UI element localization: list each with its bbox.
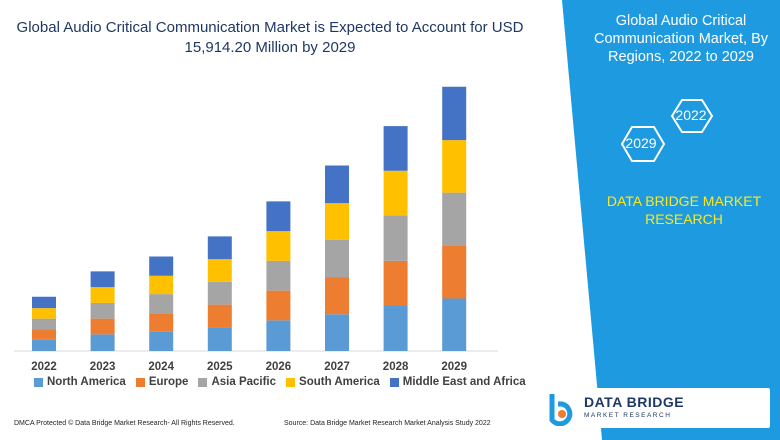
legend-item: North America <box>34 376 126 388</box>
bar-2027-south-america <box>325 203 349 240</box>
legend-label: Asia Pacific <box>211 376 277 388</box>
legend-label: Middle East and Africa <box>402 376 526 388</box>
footer-copyright: DMCA Protected © Data Bridge Market Rese… <box>14 420 235 427</box>
bar-2027-asia-pacific <box>325 239 349 278</box>
bar-2024-asia-pacific <box>149 294 174 314</box>
bar-2025-north-america <box>207 327 232 351</box>
legend-swatch <box>135 377 145 387</box>
bar-2024-north-america <box>149 331 174 351</box>
right-panel: Global Audio Critical Communication Mark… <box>562 0 780 440</box>
bar-2028-middle-east-and-africa <box>383 126 408 171</box>
bar-2025-europe <box>207 304 232 328</box>
bar-2023-north-america <box>90 334 115 351</box>
bar-2022-middle-east-and-africa <box>32 296 56 309</box>
bar-2026-asia-pacific <box>266 260 291 291</box>
panel-background <box>562 0 780 440</box>
x-tick-label: 2022 <box>31 361 57 373</box>
bar-2023-middle-east-and-africa <box>90 271 115 288</box>
bar-2028-europe <box>383 260 408 306</box>
x-tick-label: 2026 <box>266 361 292 373</box>
legend-item: Europe <box>135 376 189 388</box>
bar-2023-south-america <box>90 287 115 303</box>
bar-2023-europe <box>90 318 115 335</box>
logo-subtitle: MARKET RESEARCH <box>584 412 672 419</box>
legend-item: South America <box>286 376 380 388</box>
bar-2026-south-america <box>266 231 291 261</box>
bar-2029-south-america <box>442 140 467 193</box>
bar-2027-middle-east-and-africa <box>325 165 349 204</box>
company-logo: DATA BRIDGE MARKET RESEARCH <box>540 388 770 428</box>
hexagon-2022 <box>670 99 714 133</box>
bar-2022-north-america <box>32 339 56 351</box>
bar-2029-europe <box>442 246 467 299</box>
bar-2028-south-america <box>383 170 408 216</box>
stacked-bar-chart: 2022 2023 2024 2025 2026 2027 2028 2029 <box>14 86 498 373</box>
legend-item: Asia Pacific <box>198 376 276 388</box>
bar-2022-europe <box>32 329 56 340</box>
logo-mark-icon <box>549 394 573 426</box>
legend-swatch <box>286 377 296 387</box>
bars-group <box>32 86 467 351</box>
bar-2022-asia-pacific <box>32 318 56 330</box>
hex-year-2029: 2029 <box>625 135 657 151</box>
bar-2029-asia-pacific <box>442 192 467 246</box>
bar-2025-asia-pacific <box>207 281 232 305</box>
bar-2027-north-america <box>325 314 349 351</box>
bar-2028-north-america <box>383 305 408 351</box>
x-tick-label: 2024 <box>148 361 174 373</box>
panel-title: Global Audio Critical Communication Mark… <box>593 13 769 65</box>
x-tick-labels: 2022 2023 2024 2025 2026 2027 2028 2029 <box>31 361 467 373</box>
bar-2029-north-america <box>442 298 467 351</box>
bar-2027-europe <box>325 277 349 315</box>
logo-name: DATA BRIDGE <box>584 394 685 410</box>
x-tick-label: 2027 <box>324 361 350 373</box>
footer-source: Source: Data Bridge Market Research Mark… <box>284 420 491 427</box>
bar-2023-asia-pacific <box>90 302 115 319</box>
bar-2024-middle-east-and-africa <box>149 256 174 276</box>
x-tick-label: 2025 <box>207 361 233 373</box>
legend-label: Europe <box>148 376 189 388</box>
bar-2026-europe <box>266 290 291 321</box>
legend: North America Europe Asia Pacific South Ame… <box>34 376 526 388</box>
bar-2024-europe <box>149 313 174 332</box>
x-tick-label: 2028 <box>383 361 409 373</box>
legend-label: North America <box>47 376 126 388</box>
legend-item: Middle East and Africa <box>389 376 526 388</box>
legend-swatch <box>389 377 399 387</box>
panel-organization: DATA BRIDGE MARKET RESEARCH <box>606 193 762 227</box>
x-tick-label: 2029 <box>441 361 467 373</box>
bar-2022-south-america <box>32 308 56 319</box>
bar-2028-asia-pacific <box>383 215 408 261</box>
bar-2024-south-america <box>149 275 174 295</box>
bar-2025-south-america <box>207 259 232 282</box>
chart-title: Global Audio Critical Communication Mark… <box>16 19 524 56</box>
bar-2025-middle-east-and-africa <box>207 236 232 260</box>
legend-swatch <box>34 377 43 387</box>
bar-2029-middle-east-and-africa <box>442 86 467 141</box>
hexagon-2029 <box>620 126 666 162</box>
bar-2026-middle-east-and-africa <box>266 201 291 232</box>
legend-label: South America <box>299 376 380 388</box>
hex-year-2022: 2022 <box>675 107 707 123</box>
bar-2026-north-america <box>266 320 291 351</box>
x-tick-label: 2023 <box>90 361 116 373</box>
legend-swatch <box>198 377 208 387</box>
